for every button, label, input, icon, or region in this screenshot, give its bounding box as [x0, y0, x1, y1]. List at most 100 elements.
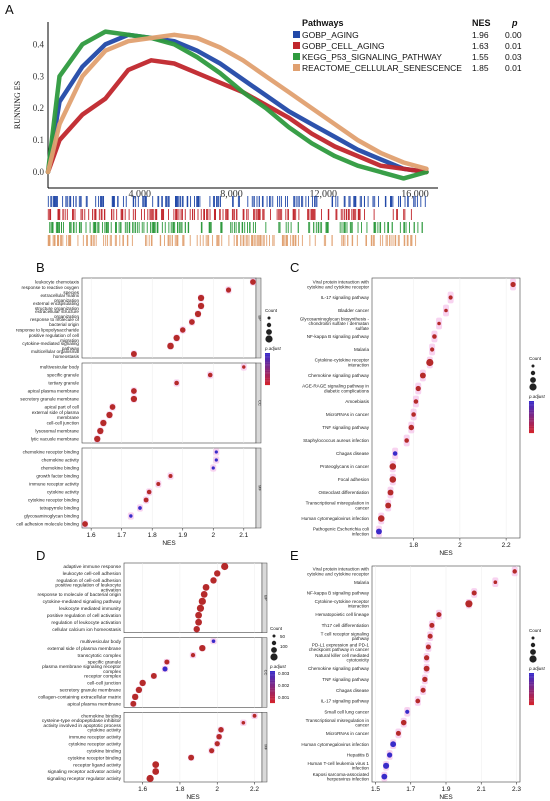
term-label: migration	[60, 338, 79, 343]
legend-size-title: Count	[529, 356, 542, 361]
term-label: cytokine-mediated signaling	[22, 341, 79, 346]
legend-gradient-step	[529, 700, 534, 702]
term-label: chondroitin sulfate / dermatan	[308, 321, 369, 326]
term-dot	[106, 411, 113, 419]
term-label: cell adhesion molecule binding	[16, 522, 79, 527]
series-line-kegg-p53-signaling-pathway	[45, 29, 429, 181]
rug-gobp-cell-aging	[47, 209, 412, 220]
term-dot	[210, 577, 217, 584]
legend-gradient-step	[529, 674, 534, 677]
x-tick-label: 4,000	[129, 189, 152, 200]
legend-gradient-step	[265, 370, 270, 373]
x-tick-label: 2.3	[512, 786, 521, 793]
term-dot	[195, 618, 202, 626]
term-dot	[130, 351, 137, 357]
x-tick-label: 1.9	[441, 786, 450, 793]
term-dot	[174, 380, 179, 386]
term-dot	[196, 604, 205, 612]
term-dot	[385, 502, 392, 509]
term-dot	[426, 358, 434, 367]
term-dot	[197, 294, 205, 302]
term-dot	[404, 438, 409, 443]
term-dot	[376, 528, 382, 535]
legend-gradient-step	[529, 404, 534, 406]
term-dot	[198, 597, 206, 605]
term-label: cytokine and cytokine receptor	[307, 571, 370, 576]
legend-gradient-step	[529, 418, 534, 421]
legend-gradient-step	[529, 426, 534, 429]
term-label: multivesicular body	[80, 639, 121, 645]
term-label: Glycosaminoglycan biosynthesis -	[300, 316, 370, 321]
legend-gradient-step	[529, 412, 534, 414]
term-dot	[211, 466, 215, 470]
legend-gradient-step	[265, 356, 270, 358]
term-dot	[100, 419, 107, 427]
term-label: response to reactive oxygen	[22, 285, 80, 290]
legend-color-title: p.adjust	[264, 346, 282, 351]
term-dot	[162, 666, 168, 672]
term-label: positive regulation of cell	[29, 333, 79, 338]
x-tick-label: 2.2	[250, 786, 259, 793]
x-tick-label: 2	[211, 532, 215, 539]
term-label: IL-17 signaling pathway	[321, 295, 370, 300]
term-dot	[97, 427, 104, 435]
legend-gradient-step	[529, 401, 534, 403]
term-label: leukocyte mediated immunity	[59, 606, 121, 612]
term-label: infection	[352, 766, 370, 771]
legend-header-pathways: Pathways	[302, 18, 344, 28]
term-label: receptor complex	[84, 674, 121, 680]
term-label: sulfate	[355, 326, 369, 331]
term-label: cytokine receptor activity	[68, 741, 121, 747]
term-dot	[197, 302, 205, 310]
facet-strip	[261, 637, 268, 708]
term-label: IL-17 signaling pathway	[321, 699, 370, 704]
term-dot	[413, 399, 419, 404]
term-dot	[214, 458, 218, 462]
x-tick-label: 1.9	[178, 532, 187, 539]
term-label: Human cytomegalovirus infection	[301, 742, 369, 747]
term-label: pathway	[62, 346, 80, 351]
legend-series-name: KEGG_P53_SIGNALING_PATHWAY	[302, 52, 442, 62]
legend-gradient-step	[529, 701, 534, 704]
panel-label-e: E	[290, 548, 299, 563]
x-axis: 1.6 1.8 2 2.2 NES	[138, 782, 259, 801]
legend-swatch	[293, 42, 300, 49]
legend-nes-value: 1.55	[472, 52, 489, 62]
facet-strip	[255, 362, 262, 444]
legend-gradient-step	[265, 380, 270, 382]
legend-gradient-step	[529, 413, 534, 416]
term-dot	[130, 700, 137, 707]
legend-gradient-step	[270, 672, 275, 675]
legend-gradient-step	[270, 690, 275, 692]
x-tick-label: 2	[215, 786, 219, 793]
legend-gradient-step	[265, 381, 270, 384]
legend-swatch	[293, 31, 300, 38]
x-tick-label: 12,000	[310, 189, 338, 200]
legend-size-dot	[531, 364, 535, 368]
legend-series-name: REACTOME_CELLULAR_SENESCENCE	[302, 63, 462, 73]
term-dot	[430, 347, 435, 352]
term-dot	[146, 774, 154, 783]
term-label: Amoebiasis	[345, 399, 369, 404]
legend: Count 50 100 p.adjust 0.003 0.002 0.001	[269, 626, 290, 704]
term-label: diabetic complications	[324, 389, 370, 394]
term-dot	[427, 633, 433, 639]
term-label: cell-cell junction	[47, 421, 80, 426]
legend-gradient-step	[265, 364, 270, 366]
term-dot	[423, 655, 430, 661]
term-dot	[432, 334, 437, 339]
term-dot	[415, 698, 421, 704]
term-label: cytokine binding	[87, 748, 122, 754]
term-dot	[419, 372, 426, 379]
term-label: cancer	[355, 506, 369, 511]
x-axis-title: NES	[439, 794, 453, 801]
facet-mf: MF chemokine receptor binding chemokine ac…	[16, 447, 263, 529]
legend-color-label: 0.001	[278, 695, 290, 700]
facet-frame	[371, 277, 521, 539]
series-line-reactome-cellular-senescence	[45, 32, 429, 175]
term-dot	[173, 334, 180, 342]
legend-gradient-step	[529, 687, 534, 690]
panel-label-b: B	[36, 260, 45, 275]
